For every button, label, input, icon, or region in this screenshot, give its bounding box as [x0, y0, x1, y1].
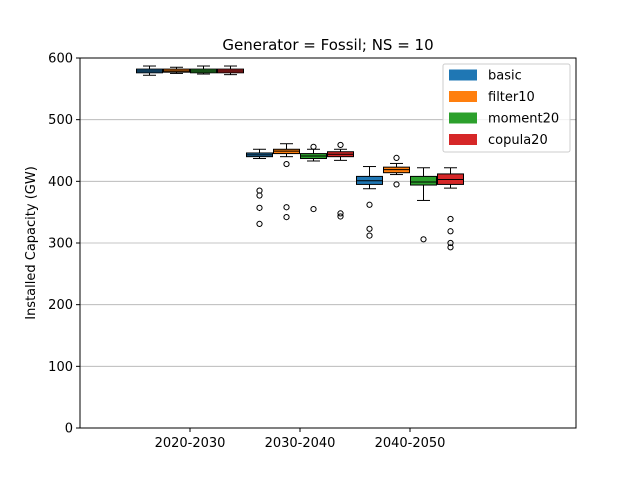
legend-label-filter10: filter10 — [488, 90, 535, 105]
box-moment20 — [300, 143, 327, 213]
outlier-point — [283, 214, 290, 221]
outlier-point — [447, 228, 454, 235]
box-basic — [246, 148, 273, 227]
y-tick-label: 600 — [48, 52, 73, 67]
box-basic — [356, 166, 383, 239]
x-tick-label: 2030-2040 — [265, 436, 336, 451]
y-axis-label: Installed Capacity (GW) — [24, 166, 39, 320]
y-tick-label: 200 — [48, 298, 73, 313]
legend-label-copula20: copula20 — [488, 133, 548, 148]
y-tick-label: 0 — [65, 422, 73, 437]
legend-label-basic: basic — [488, 69, 522, 84]
box-copula20 — [327, 141, 354, 220]
legend-swatch-filter10 — [449, 91, 477, 102]
outlier-point — [447, 215, 454, 223]
box-filter10 — [383, 154, 410, 188]
outlier-point — [283, 204, 290, 211]
outlier-point — [256, 220, 263, 227]
outlier-point — [366, 225, 373, 232]
box-filter10 — [163, 66, 190, 74]
outlier-point — [337, 210, 344, 217]
outlier-point — [393, 154, 400, 161]
outlier-point — [283, 160, 290, 168]
outlier-point — [420, 236, 427, 243]
legend-swatch-copula20 — [449, 134, 477, 145]
y-tick-label: 400 — [48, 175, 73, 190]
outlier-point — [366, 232, 373, 239]
outlier-point — [366, 201, 373, 208]
outlier-point — [256, 192, 263, 199]
x-tick-label: 2040-2050 — [375, 436, 446, 451]
outlier-point — [447, 239, 454, 247]
grid-lines — [80, 119, 576, 367]
y-tick-label: 500 — [48, 113, 73, 128]
legend-swatch-moment20 — [449, 112, 477, 124]
outlier-point — [256, 204, 263, 211]
box-moment20 — [410, 167, 437, 243]
outlier-point — [337, 141, 344, 149]
box-filter10 — [273, 143, 300, 221]
box-plot-area — [136, 65, 464, 251]
legend-swatch-basic — [449, 69, 477, 81]
box-basic — [136, 65, 163, 76]
outlier-point — [310, 205, 317, 213]
outlier-point — [447, 244, 454, 251]
box-copula20 — [217, 65, 244, 76]
outlier-point — [337, 213, 344, 220]
box-moment20 — [190, 65, 217, 75]
box-copula20 — [437, 167, 464, 251]
x-axis: 2020-2030 2030-2040 2040-2050 — [155, 428, 446, 451]
legend-frame — [442, 63, 571, 153]
x-tick-label: 2020-2030 — [155, 436, 226, 451]
box-body — [410, 175, 437, 186]
legend-label-moment20: moment20 — [488, 112, 559, 127]
outlier-point — [393, 181, 400, 188]
y-tick-label: 300 — [48, 237, 73, 252]
outlier-point — [310, 143, 317, 150]
y-tick-label: 100 — [48, 360, 73, 375]
legend: basic filter10 moment20 copula20 — [442, 63, 571, 153]
y-axis: 0 100 200 300 400 500 600 — [48, 52, 80, 437]
chart-title: Generator = Fossil; NS = 10 — [222, 36, 433, 54]
